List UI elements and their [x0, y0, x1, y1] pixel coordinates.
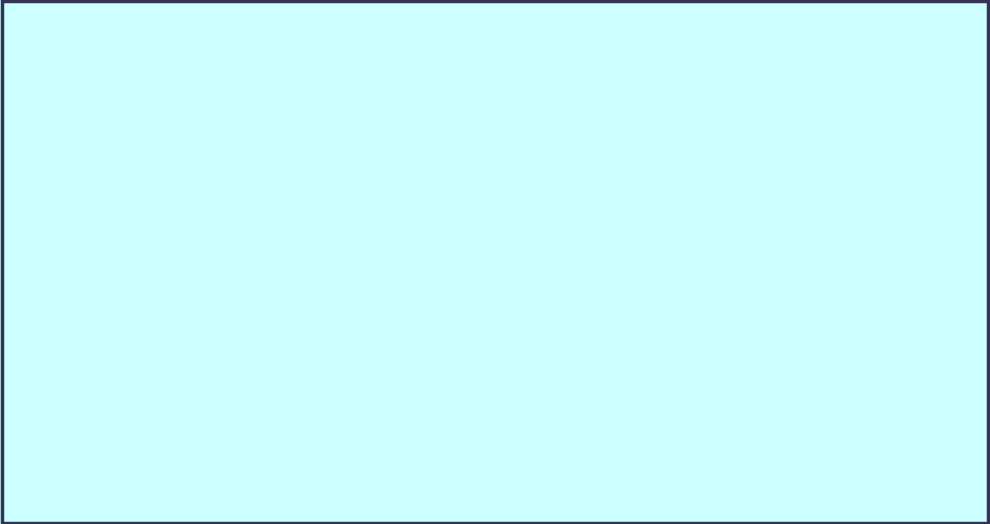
Polygon shape [837, 116, 886, 127]
Polygon shape [474, 224, 523, 232]
Polygon shape [730, 347, 741, 493]
Polygon shape [440, 196, 450, 493]
Polygon shape [17, 23, 986, 493]
Polygon shape [77, 466, 88, 493]
Polygon shape [294, 299, 305, 493]
Polygon shape [620, 342, 668, 347]
Polygon shape [474, 232, 512, 493]
Polygon shape [222, 321, 233, 493]
Polygon shape [657, 342, 668, 493]
Polygon shape [112, 375, 160, 378]
Polygon shape [620, 347, 657, 493]
Polygon shape [764, 250, 813, 258]
Polygon shape [584, 278, 595, 493]
Polygon shape [692, 347, 741, 352]
Polygon shape [546, 278, 595, 284]
Polygon shape [4, 8, 28, 23]
Polygon shape [256, 299, 305, 305]
Polygon shape [546, 284, 584, 493]
Polygon shape [112, 378, 149, 493]
Polygon shape [910, 75, 947, 493]
Polygon shape [149, 375, 160, 493]
Polygon shape [910, 62, 958, 75]
Polygon shape [802, 250, 813, 493]
Polygon shape [4, 493, 986, 521]
Polygon shape [875, 116, 886, 493]
Polygon shape [402, 206, 440, 493]
Polygon shape [692, 352, 730, 493]
Polygon shape [367, 299, 378, 493]
Polygon shape [40, 466, 88, 467]
Polygon shape [402, 196, 450, 206]
Polygon shape [947, 62, 958, 493]
Polygon shape [184, 326, 222, 493]
Polygon shape [4, 23, 17, 493]
Polygon shape [330, 299, 378, 305]
Polygon shape [837, 127, 875, 493]
Polygon shape [184, 321, 233, 326]
Polygon shape [256, 305, 294, 493]
Polygon shape [764, 258, 802, 493]
Polygon shape [330, 305, 367, 493]
Polygon shape [40, 467, 77, 493]
Polygon shape [512, 224, 523, 493]
